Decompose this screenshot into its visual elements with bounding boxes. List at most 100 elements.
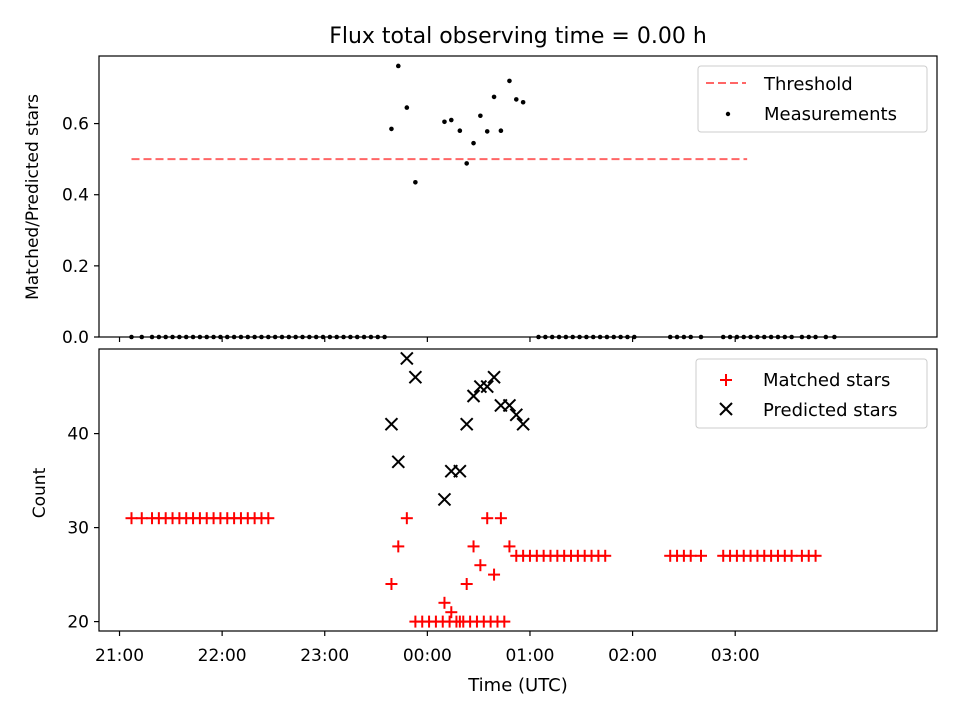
count-y-ticks: 20 30 40 <box>67 425 99 633</box>
measurement-point <box>604 334 610 340</box>
measurement-point <box>224 334 230 340</box>
measurement-point <box>156 334 162 340</box>
matched-star-point <box>135 512 148 525</box>
measurement-point <box>211 334 216 340</box>
predicted-star-mark-b <box>480 379 494 394</box>
x-tick-label: 22:00 <box>198 646 247 666</box>
x-tick-label: 03:00 <box>711 646 760 666</box>
measurement-point <box>252 334 257 340</box>
measurement-point <box>536 334 541 340</box>
measurement-point <box>570 334 576 340</box>
chart-title: Flux total observing time = 0.00 h <box>329 24 707 49</box>
measurement-point <box>286 334 292 340</box>
count-plot-area <box>98 348 938 632</box>
matched-star-point <box>498 615 511 628</box>
measurement-point <box>190 334 196 340</box>
x-tick-label: 00:00 <box>403 646 452 666</box>
measurement-point <box>471 140 476 146</box>
predicted-star-mark-b <box>516 417 530 431</box>
predicted-star-mark-b <box>487 370 501 384</box>
measurement-point <box>498 128 504 133</box>
measurement-point <box>768 334 774 340</box>
count-y-tick-label: 40 <box>67 425 89 445</box>
predicted-star-mark-b <box>509 408 523 422</box>
measurement-point <box>413 179 418 185</box>
ratio-y-tick-label: 0.6 <box>62 115 89 135</box>
predicted-star-point <box>466 389 481 403</box>
measurement-point <box>674 334 680 340</box>
measurement-point <box>375 334 381 340</box>
measurement-point <box>799 334 805 340</box>
measurement-point <box>832 334 837 340</box>
measurement-point <box>334 334 340 340</box>
predicted-star-point <box>502 398 517 413</box>
measurement-point <box>611 334 617 340</box>
measurement-point <box>597 334 603 340</box>
measurement-point <box>464 161 469 166</box>
measurement-point <box>484 129 490 134</box>
count-y-axis-label: Count <box>30 467 50 518</box>
predicted-star-point <box>400 351 414 366</box>
ratio-y-ticks: 0.0 0.2 0.4 0.6 <box>62 115 99 348</box>
measurement-point <box>354 334 360 340</box>
count-panel: 20 30 40 21:00 22:00 23:00 00:00 01:00 02:00 03:… <box>30 348 938 696</box>
measurement-point <box>163 334 168 340</box>
measurement-point <box>748 334 753 340</box>
measurement-point <box>300 334 305 340</box>
x-tick-label: 23:00 <box>300 646 349 666</box>
predicted-star-point <box>384 417 399 431</box>
count-y-tick-label: 30 <box>67 519 89 539</box>
measurement-point <box>741 334 747 340</box>
predicted-star-point <box>453 464 467 478</box>
x-tick-label: 02:00 <box>608 646 657 666</box>
predicted-star-point <box>516 417 530 431</box>
measurement-point <box>734 334 740 340</box>
measurement-point <box>761 334 767 340</box>
measurement-point <box>361 334 367 340</box>
matched-star-point <box>481 512 494 525</box>
measurement-point <box>543 334 548 340</box>
matched-star-point <box>400 512 413 525</box>
measurement-point <box>442 119 447 125</box>
matched-star-point <box>503 540 516 553</box>
measurement-point <box>698 334 704 340</box>
measurement-point <box>307 334 312 340</box>
measurement-point <box>279 334 285 340</box>
predicted-star-point <box>509 408 523 422</box>
measurement-point <box>449 117 454 123</box>
measurement-point <box>584 334 589 340</box>
matched-star-point <box>445 606 458 619</box>
measurement-point <box>231 334 237 340</box>
predicted-legend-label: Predicted stars <box>763 400 897 421</box>
measurement-point <box>395 63 401 69</box>
matched-star-point <box>785 549 798 562</box>
measurement-point <box>197 334 203 340</box>
predicted-star-point <box>459 417 474 431</box>
matched-star-point <box>385 578 398 590</box>
x-axis-label: Time (UTC) <box>467 675 568 696</box>
measurement-point <box>789 334 794 340</box>
predicted-star-point <box>480 379 494 394</box>
matched-legend-swatch <box>720 374 732 386</box>
measurement-point <box>631 334 637 340</box>
measurement-point <box>618 334 623 340</box>
matched-star-point <box>467 540 480 553</box>
matched-star-point <box>488 568 501 581</box>
measurement-point <box>782 334 788 340</box>
predicted-star-point <box>487 370 501 384</box>
measurement-point <box>245 334 251 340</box>
measurement-point <box>755 334 760 340</box>
measurement-point <box>775 334 781 340</box>
measurement-point <box>720 334 726 340</box>
matched-star-point <box>809 549 822 562</box>
measurement-point <box>259 334 264 340</box>
predicted-star-mark-b <box>502 398 517 413</box>
matched-star-point <box>438 596 451 609</box>
measurement-point <box>556 334 562 340</box>
measurement-point <box>577 334 582 340</box>
ratio-y-tick-label: 0.2 <box>62 257 89 277</box>
predicted-legend-swatch <box>719 402 733 416</box>
threshold-legend-label: Threshold <box>763 74 853 95</box>
matched-star-point <box>474 559 487 572</box>
ratio-plot-area <box>98 55 938 338</box>
